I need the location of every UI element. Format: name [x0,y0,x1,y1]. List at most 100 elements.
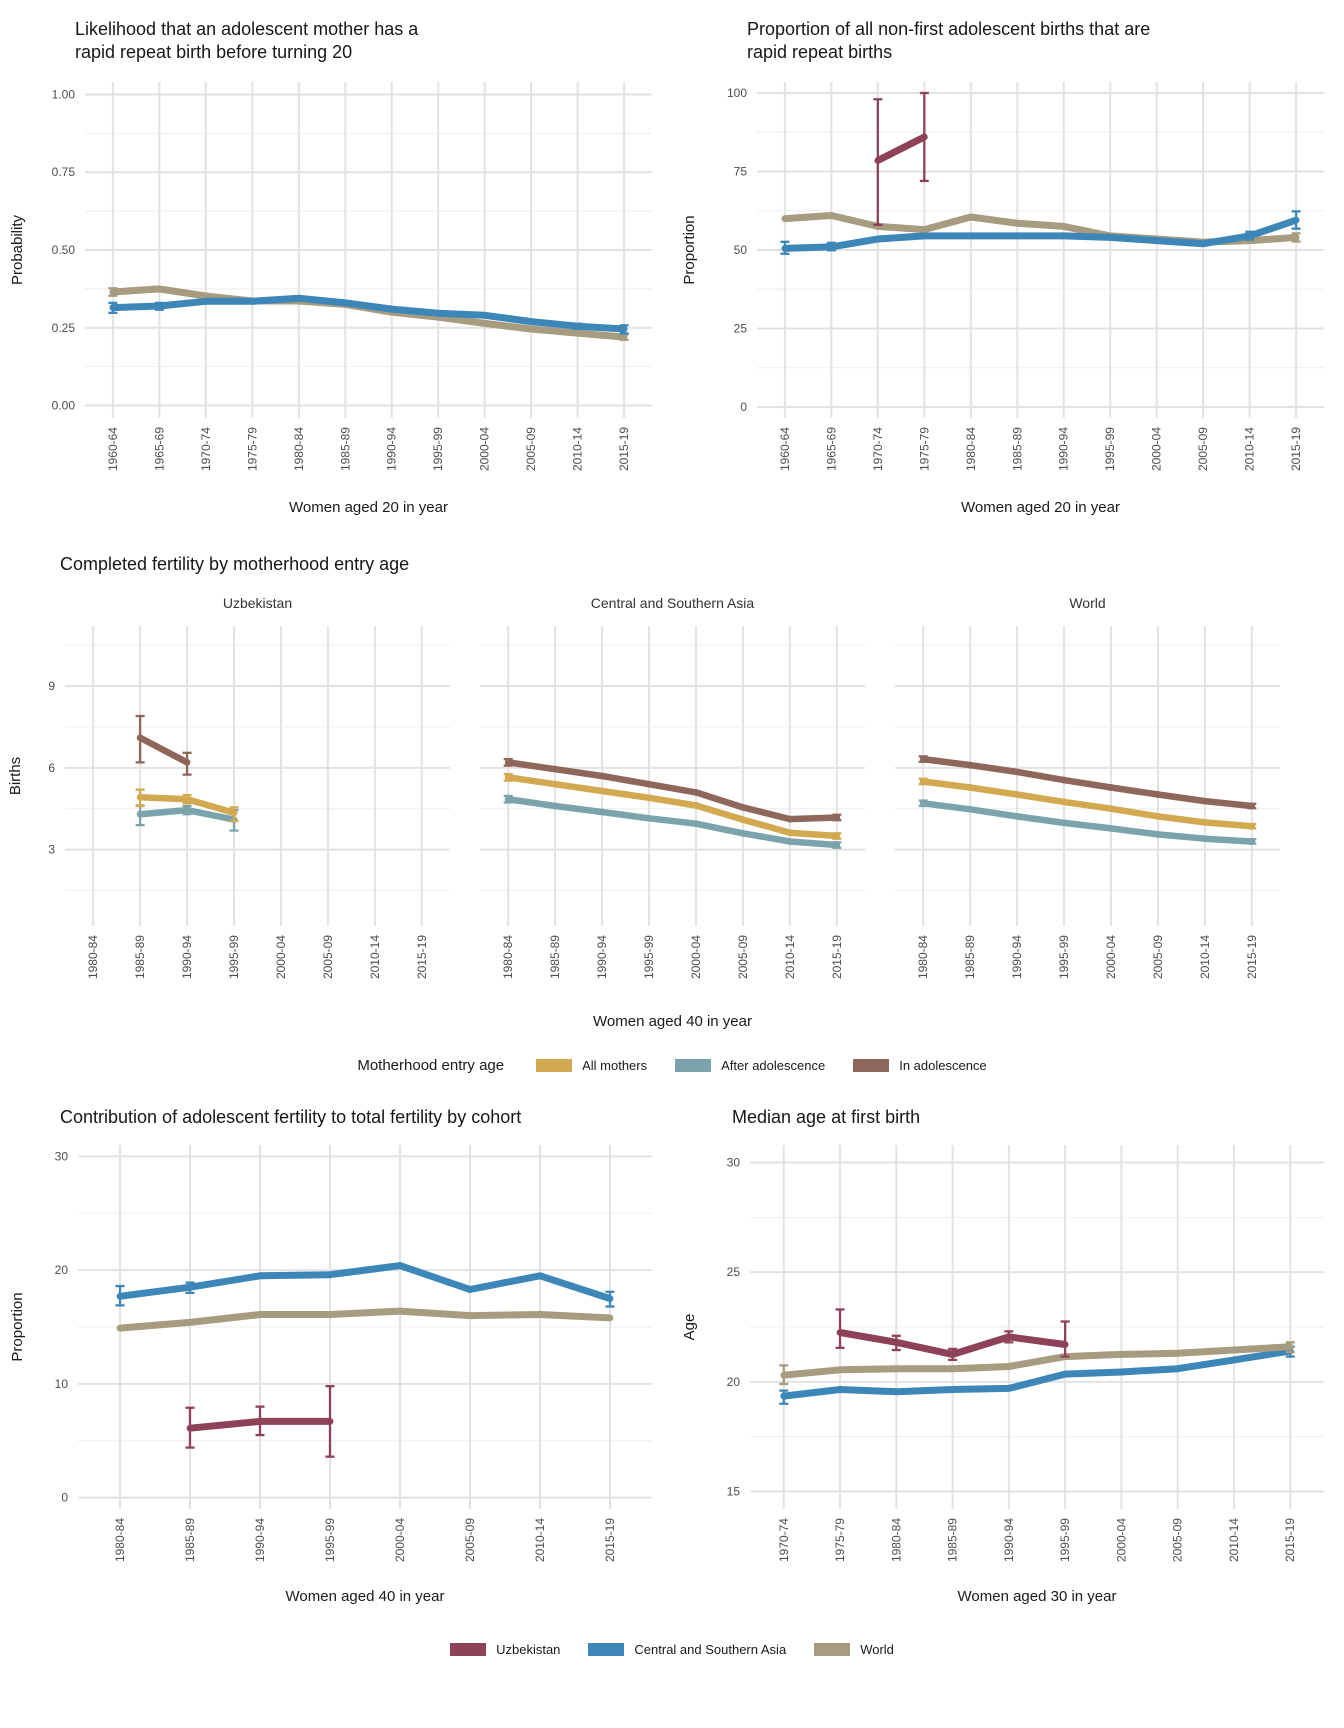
svg-text:9: 9 [48,679,55,693]
svg-text:0.75: 0.75 [52,165,76,179]
svg-text:1980-84: 1980-84 [889,1518,903,1562]
svg-text:1980-84: 1980-84 [501,935,515,979]
svg-text:20: 20 [55,1263,69,1277]
legend-item-central-and-southern-asia: Central and Southern Asia [588,1642,786,1657]
svg-text:1990-94: 1990-94 [1010,935,1024,979]
svg-text:0: 0 [61,1491,68,1505]
legend-item-in-adolescence: In adolescence [853,1058,987,1073]
series-in_adolescence [918,755,1257,810]
facet-label: Uzbekistan [223,595,292,611]
svg-text:1990-94: 1990-94 [1057,427,1071,471]
svg-text:1975-79: 1975-79 [245,427,259,471]
svg-text:1995-99: 1995-99 [1103,427,1117,471]
y-axis-title: Proportion [681,215,698,284]
gridlines [480,626,865,927]
svg-text:1995-99: 1995-99 [431,427,445,471]
x-axis-title: Women aged 40 in year [593,1013,752,1030]
x-axis: 1980-84 1985-89 1990-94 1995-99 2000-04 2005-… [501,935,844,979]
svg-text:1970-74: 1970-74 [777,1518,791,1562]
svg-text:1960-64: 1960-64 [106,427,120,471]
svg-text:0.00: 0.00 [52,399,76,413]
svg-text:2015-19: 2015-19 [1245,935,1259,979]
svg-text:1985-89: 1985-89 [548,935,562,979]
legend-item-world: World [814,1642,894,1657]
y-axis: 3 6 9 [48,679,55,857]
svg-text:2000-04: 2000-04 [393,1518,407,1562]
series-central_southern_asia [108,294,629,335]
svg-text:50: 50 [734,243,748,257]
legend-item-uzbekistan: Uzbekistan [450,1642,560,1657]
svg-text:1990-94: 1990-94 [385,427,399,471]
svg-text:30: 30 [55,1150,69,1164]
x-axis: 1980-84 1985-89 1990-94 1995-99 2000-04 2005-… [86,935,429,979]
y-axis: 15 20 25 30 [727,1156,741,1499]
legend-label-central-and-southern-asia: Central and Southern Asia [634,1642,787,1658]
svg-text:1995-99: 1995-99 [1058,1518,1072,1562]
svg-text:1980-84: 1980-84 [964,427,978,471]
svg-text:2010-14: 2010-14 [1198,935,1212,979]
svg-text:1980-84: 1980-84 [86,935,100,979]
svg-text:2010-14: 2010-14 [1227,1518,1241,1562]
svg-text:2005-09: 2005-09 [463,1518,477,1562]
series-uzbekistan [835,1308,1070,1362]
series-all_mothers [135,788,239,823]
svg-text:2010-14: 2010-14 [783,935,797,979]
svg-text:1985-89: 1985-89 [183,1518,197,1562]
x-axis: 1970-74 1975-79 1980-84 1985-89 1990-94 1995-… [777,1518,1297,1562]
chart-adolescent-contribution-title: Contribution of adolescent fertility to … [60,1107,522,1128]
y-axis-title: Proportion [9,1293,26,1362]
svg-text:1985-89: 1985-89 [338,427,352,471]
svg-text:2015-19: 2015-19 [830,935,844,979]
svg-text:2015-19: 2015-19 [1289,427,1303,471]
series-after_adolescence [503,794,842,849]
x-axis: 1960-64 1965-69 1970-74 1975-79 1980-84 1985-… [106,427,631,471]
legend-swatch-uzbekistan [450,1643,487,1657]
svg-text:3: 3 [48,843,55,857]
svg-text:2000-04: 2000-04 [1104,935,1118,979]
svg-text:25: 25 [734,322,748,336]
svg-text:1995-99: 1995-99 [227,935,241,979]
svg-text:2015-19: 2015-19 [603,1518,617,1562]
svg-text:1985-89: 1985-89 [133,935,147,979]
svg-text:2005-09: 2005-09 [321,935,335,979]
svg-text:1985-89: 1985-89 [963,935,977,979]
x-axis: 1980-84 1985-89 1990-94 1995-99 2000-04 2005-… [113,1518,617,1562]
bottom-row: Contribution of adolescent fertility to … [0,1100,1344,1620]
x-axis-title: Women aged 30 in year [958,1588,1117,1605]
svg-text:1975-79: 1975-79 [833,1518,847,1562]
svg-text:2000-04: 2000-04 [1114,1518,1128,1562]
chart-median-age-title: Median age at first birth [732,1107,921,1128]
legend-label-uzbekistan: Uzbekistan [496,1642,561,1658]
y-axis-title: Probability [9,215,26,286]
gridlines [750,1145,1324,1510]
gridlines [85,82,652,419]
svg-text:1960-64: 1960-64 [778,427,792,471]
series-all_mothers [918,777,1257,830]
legend-swatch-all-mothers [536,1059,573,1073]
legend-title: Motherhood entry age [357,1057,505,1075]
svg-text:2000-04: 2000-04 [274,935,288,979]
motherhood-entry-age-legend: Motherhood entry age All mothers After ado… [0,1057,1344,1074]
svg-text:1990-94: 1990-94 [180,935,194,979]
svg-text:2005-09: 2005-09 [524,427,538,471]
facet-label: World [1069,595,1105,611]
svg-text:0: 0 [740,400,747,414]
svg-text:1995-99: 1995-99 [323,1518,337,1562]
svg-text:2015-19: 2015-19 [617,427,631,471]
series-central_southern_asia [780,210,1301,255]
svg-text:1995-99: 1995-99 [1057,935,1071,979]
chart-rrb-proportion-title: Proportion of all non-first adolescent b… [747,19,1151,63]
svg-text:1965-69: 1965-69 [152,427,166,471]
gridlines [757,82,1324,419]
facet-label: Central and Southern Asia [591,595,755,611]
svg-text:1975-79: 1975-79 [917,427,931,471]
svg-text:0.50: 0.50 [52,243,76,257]
svg-text:30: 30 [727,1156,741,1170]
x-axis-title: Women aged 40 in year [286,1588,445,1605]
legend-label-after-adolescence: After adolescence [721,1058,826,1074]
series-central_southern_asia [779,1345,1295,1406]
svg-text:2005-09: 2005-09 [1196,427,1210,471]
